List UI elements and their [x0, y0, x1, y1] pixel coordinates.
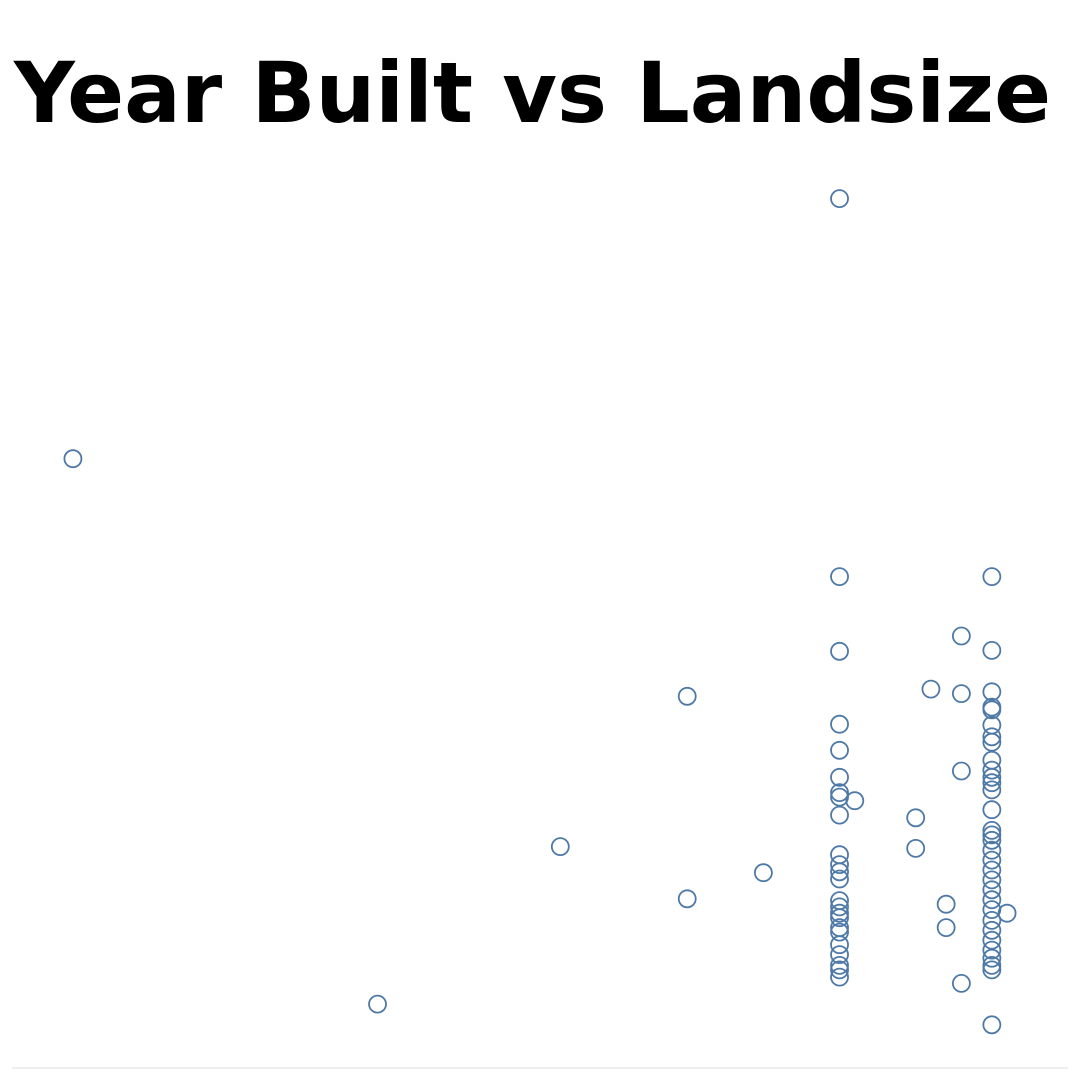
point: [982, 641, 1002, 660]
point: [936, 894, 956, 914]
point: [677, 686, 697, 706]
point: [830, 767, 849, 787]
point: [830, 189, 849, 209]
point: [830, 783, 849, 802]
point: [845, 791, 865, 811]
point: [982, 956, 1002, 975]
point: [936, 918, 956, 937]
point: [982, 821, 1002, 840]
point: [830, 567, 849, 586]
point: [830, 740, 849, 760]
point: [906, 839, 926, 858]
point: [982, 911, 1002, 930]
point: [982, 1015, 1002, 1035]
point: [550, 837, 570, 856]
point: [982, 948, 1002, 968]
point: [982, 880, 1002, 900]
point: [63, 449, 83, 469]
point: [830, 805, 849, 825]
point: [982, 870, 1002, 890]
point: [982, 920, 1002, 940]
point: [982, 930, 1002, 950]
point: [982, 750, 1002, 770]
point: [982, 700, 1002, 720]
point: [982, 960, 1002, 980]
point: [982, 760, 1002, 780]
point: [830, 714, 849, 734]
point: [982, 840, 1002, 860]
point: [982, 825, 1002, 845]
point: [830, 897, 849, 917]
point: [830, 908, 849, 928]
point: [830, 869, 849, 889]
chart-title: Year Built vs Landsize: [13, 44, 1051, 142]
point: [951, 626, 971, 646]
point: [982, 732, 1002, 752]
point: [982, 900, 1002, 919]
point: [830, 862, 849, 882]
point: [830, 641, 849, 661]
point: [368, 994, 387, 1014]
point: [982, 682, 1002, 702]
point: [982, 780, 1002, 800]
point: [982, 567, 1002, 586]
point: [951, 974, 971, 993]
point: [830, 855, 849, 874]
point: [906, 808, 926, 828]
point: [830, 922, 849, 942]
point: [982, 727, 1002, 747]
point: [830, 935, 849, 955]
point: [830, 845, 849, 865]
point: [830, 967, 849, 987]
point: [951, 761, 971, 781]
point: [830, 945, 849, 964]
point: [982, 773, 1002, 793]
point: [830, 787, 849, 807]
point: [830, 960, 849, 980]
point: [921, 679, 941, 699]
point: [982, 830, 1002, 850]
point: [677, 889, 697, 909]
point: [951, 684, 971, 703]
point: [982, 850, 1002, 870]
point: [982, 890, 1002, 910]
point: [982, 800, 1002, 820]
point: [982, 767, 1002, 787]
point: [982, 940, 1002, 960]
point: [753, 863, 773, 883]
point: [830, 903, 849, 923]
point: [982, 860, 1002, 880]
point: [830, 956, 849, 975]
